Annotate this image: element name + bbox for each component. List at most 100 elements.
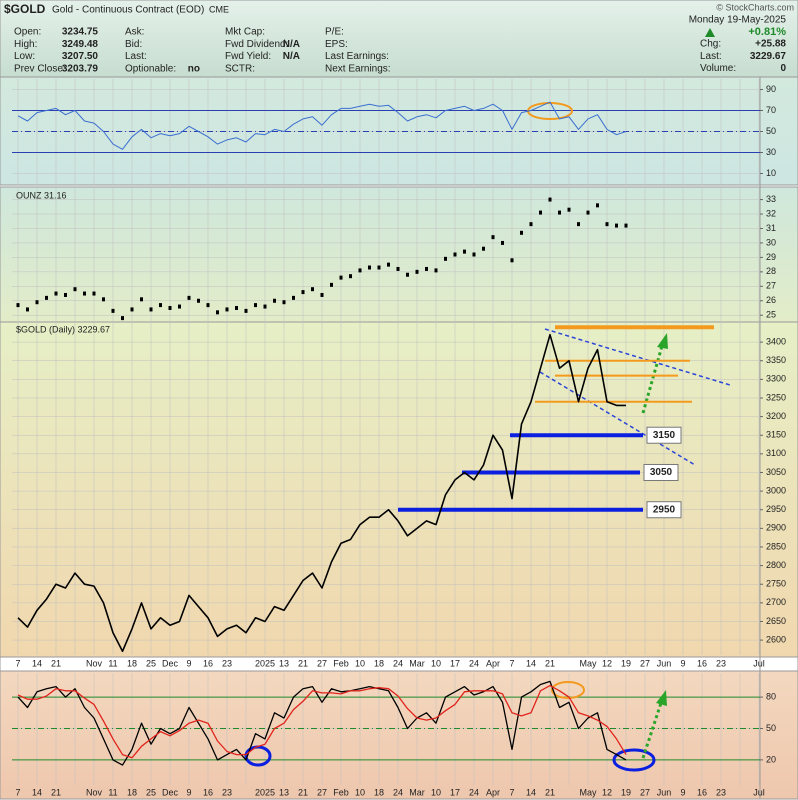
- change-pct: +0.81%: [748, 26, 786, 38]
- x-tick-label: 9: [680, 658, 685, 668]
- stat-label: Last:: [125, 51, 147, 62]
- y-tick-label: 50: [766, 126, 776, 136]
- x-tick-label: 2025: [255, 658, 275, 668]
- x-tick-label: 23: [222, 658, 232, 668]
- price-mark: [206, 303, 210, 308]
- x-tick-label: 21: [298, 658, 308, 668]
- price-mark: [187, 295, 191, 300]
- price-mark: [586, 210, 590, 215]
- stat-label: Prev Close:: [14, 64, 66, 75]
- arrow-head: [656, 690, 667, 706]
- quote-value: +25.88: [755, 39, 786, 50]
- price-mark: [168, 305, 172, 310]
- x-tick-label: 27: [317, 787, 327, 797]
- ounz-panel: [0, 186, 798, 323]
- stat-label: SCTR:: [225, 64, 255, 75]
- stat-label: Last Earnings:: [325, 51, 389, 62]
- stat-value: 3249.48: [62, 39, 99, 50]
- y-tick-label: 10: [766, 168, 776, 178]
- x-tick-label: 25: [146, 787, 156, 797]
- x-tick-label: 17: [450, 658, 460, 668]
- y-tick-label: 31: [766, 223, 776, 233]
- stat-value: 3203.79: [62, 64, 99, 75]
- price-mark: [235, 305, 238, 310]
- quote-value: 0: [780, 63, 786, 74]
- trendline: [544, 328, 731, 386]
- price-mark: [311, 287, 314, 292]
- x-tick-label: 14: [526, 787, 536, 797]
- arrow-head: [657, 333, 668, 349]
- price-mark: [558, 210, 561, 215]
- price-mark: [520, 230, 523, 235]
- price-mark: [567, 207, 571, 212]
- y-tick-label: 28: [766, 266, 776, 276]
- price-mark: [273, 298, 276, 303]
- x-tick-label: 11: [108, 658, 117, 668]
- x-tick-label: Mar: [409, 658, 425, 668]
- stat-value: N/A: [283, 39, 300, 50]
- price-mark: [54, 291, 58, 296]
- y-tick-label: 3200: [766, 411, 786, 421]
- x-tick-label: Nov: [86, 787, 103, 797]
- x-tick-label: 9: [186, 658, 191, 668]
- x-tick-label: 10: [355, 658, 365, 668]
- y-tick-label: 3300: [766, 374, 786, 384]
- x-tick-label: 16: [697, 787, 707, 797]
- stat-value: N/A: [283, 51, 300, 62]
- x-tick-label: 14: [526, 658, 536, 668]
- x-tick-label: 14: [32, 787, 42, 797]
- x-tick-label: 18: [374, 787, 384, 797]
- price-mark: [425, 266, 428, 271]
- x-tick-label: 27: [640, 787, 650, 797]
- x-tick-label: 7: [15, 787, 20, 797]
- quote-value: 3229.67: [750, 51, 787, 62]
- x-tick-label: 24: [393, 658, 403, 668]
- x-tick-label: 12: [602, 787, 612, 797]
- stat-value: no: [188, 64, 200, 75]
- price-mark: [320, 292, 324, 297]
- price-mark: [92, 291, 96, 296]
- price-mark: [548, 197, 552, 202]
- y-tick-label: 2750: [766, 579, 786, 589]
- price-mark: [83, 291, 86, 296]
- stat-label: Bid:: [125, 39, 142, 50]
- price-mark: [263, 304, 267, 309]
- stat-label: Mkt Cap:: [225, 27, 265, 38]
- y-tick-label: 2800: [766, 560, 786, 570]
- x-tick-label: Dec: [162, 787, 179, 797]
- x-tick-label: 21: [545, 787, 555, 797]
- y-tick-label: 2600: [766, 634, 786, 644]
- x-tick-label: 9: [680, 787, 685, 797]
- x-tick-label: 24: [469, 658, 479, 668]
- x-tick-label: 19: [621, 787, 631, 797]
- y-tick-label: 32: [766, 208, 776, 218]
- panel-label: OUNZ 31.16: [16, 190, 67, 200]
- price-mark: [292, 295, 295, 300]
- price-mark: [16, 303, 20, 308]
- price-mark: [577, 222, 580, 227]
- price-mark: [529, 222, 533, 227]
- price-mark: [159, 303, 162, 308]
- x-tick-label: 18: [127, 787, 137, 797]
- x-tick-label: 16: [203, 658, 213, 668]
- price-mark: [73, 287, 77, 292]
- x-tick-label: Jul: [753, 658, 765, 668]
- price-mark: [121, 316, 124, 321]
- x-tick-label: 27: [317, 658, 327, 668]
- y-tick-label: 3000: [766, 485, 786, 495]
- x-tick-label: Feb: [333, 658, 349, 668]
- x-tick-label: May: [579, 658, 597, 668]
- price-mark: [453, 252, 457, 257]
- price-mark: [216, 310, 219, 315]
- price-mark: [35, 300, 39, 305]
- x-tick-label: Feb: [333, 787, 349, 797]
- y-tick-label: 80: [766, 691, 776, 701]
- x-tick-label: 24: [469, 787, 479, 797]
- price-mark: [149, 307, 153, 312]
- copyright: © StockCharts.com: [716, 2, 794, 12]
- stat-value: 3234.75: [62, 27, 99, 38]
- support-label-box: [646, 501, 682, 519]
- x-tick-label: 7: [509, 658, 514, 668]
- gold-panel: [0, 321, 798, 658]
